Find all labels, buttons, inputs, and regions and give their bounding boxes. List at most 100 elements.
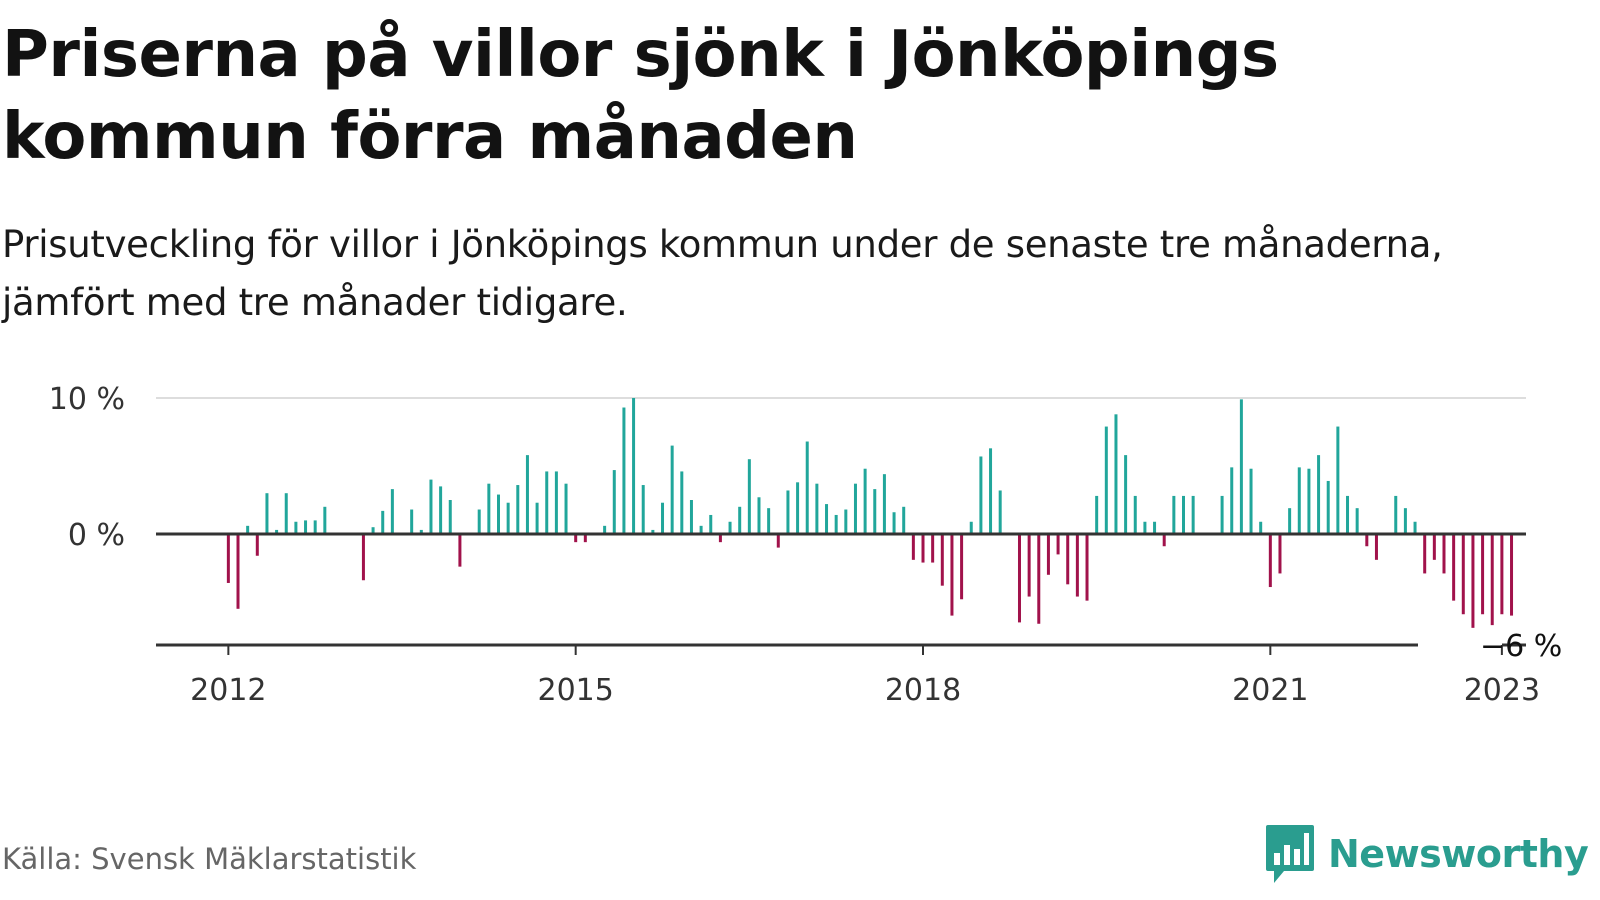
- y-tick-label: 0 %: [68, 518, 125, 553]
- bar: [1355, 508, 1359, 534]
- bar: [969, 521, 973, 534]
- bar: [1278, 534, 1282, 574]
- bar: [1220, 495, 1224, 534]
- bar: [670, 445, 674, 534]
- bar: [931, 534, 935, 563]
- bar: [1027, 534, 1031, 597]
- bar: [882, 474, 886, 534]
- bar: [680, 471, 684, 534]
- bar: [776, 534, 780, 548]
- x-tick-label: 2015: [538, 673, 614, 708]
- bar: [1297, 467, 1301, 534]
- bar: [1307, 468, 1311, 534]
- bar: [1500, 534, 1504, 615]
- bar: [1075, 534, 1079, 597]
- bar: [825, 504, 829, 534]
- bar: [1133, 495, 1137, 534]
- bar: [612, 470, 616, 534]
- bar: [1037, 534, 1041, 624]
- bar: [1153, 521, 1157, 534]
- bar: [1374, 534, 1378, 560]
- bar: [786, 490, 790, 534]
- bar: [921, 534, 925, 563]
- bar: [564, 483, 568, 534]
- brand-name: Newsworthy: [1328, 832, 1589, 876]
- bar: [1394, 495, 1398, 534]
- bar: [1085, 534, 1089, 601]
- bar: [747, 459, 751, 534]
- bar: [265, 493, 269, 534]
- bar: [853, 483, 857, 534]
- x-tick-label: 2023: [1464, 673, 1540, 708]
- bar: [458, 534, 462, 567]
- bar: [1239, 399, 1243, 534]
- bar-layer: [226, 398, 1514, 628]
- bar: [226, 534, 230, 583]
- bar: [767, 508, 771, 534]
- bar: [1162, 534, 1166, 547]
- bar: [1471, 534, 1475, 628]
- bar: [1259, 521, 1263, 534]
- bar: [1317, 455, 1321, 534]
- bar: [275, 529, 279, 534]
- bar: [497, 494, 500, 534]
- bar: [545, 471, 549, 534]
- bar: [477, 509, 481, 534]
- bar: [728, 521, 732, 534]
- bar: [651, 529, 655, 534]
- bar: [815, 483, 819, 534]
- chart-title: Priserna på villor sjönk i Jönköpings ko…: [2, 18, 1279, 174]
- bar: [1095, 495, 1099, 534]
- x-tick-label: 2018: [885, 673, 961, 708]
- bar: [1481, 534, 1485, 615]
- bar: [699, 525, 703, 534]
- bar: [950, 534, 954, 616]
- bar: [381, 510, 385, 534]
- bar: [1249, 468, 1253, 534]
- bar: [1268, 534, 1272, 588]
- brand-logo[interactable]: Newsworthy: [1264, 822, 1589, 886]
- bar: [1423, 534, 1427, 574]
- bar: [1230, 467, 1234, 534]
- bar: [844, 509, 848, 534]
- bar: [1442, 534, 1446, 574]
- x-tick-label: 2021: [1232, 673, 1308, 708]
- bar-chart: 10 % 0 % 2012 2015 2018 2021 2023 −6 %: [49, 382, 1563, 708]
- bar: [1510, 534, 1514, 616]
- bar: [419, 529, 423, 534]
- bar: [448, 500, 452, 534]
- bar: [323, 506, 327, 534]
- bar: [1326, 480, 1330, 534]
- bar: [525, 455, 529, 534]
- bar: [998, 490, 1002, 534]
- bar: [1104, 426, 1108, 534]
- bar: [1346, 495, 1350, 534]
- axis-layer: 10 % 0 % 2012 2015 2018 2021 2023 −6 %: [49, 382, 1563, 708]
- bar: [622, 407, 626, 534]
- bar: [1056, 534, 1060, 555]
- bar: [1143, 521, 1147, 534]
- bar: [911, 534, 915, 560]
- bar: [863, 468, 867, 534]
- bar: [1490, 534, 1494, 626]
- bar: [1172, 495, 1176, 534]
- bar: [1017, 534, 1021, 623]
- bar: [487, 483, 491, 534]
- bar: [873, 489, 877, 534]
- newsworthy-bar-chart-icon: [1266, 825, 1314, 883]
- bar: [361, 534, 365, 581]
- bar: [516, 485, 520, 534]
- bar: [960, 534, 964, 600]
- bar: [574, 534, 578, 543]
- bar: [535, 502, 539, 534]
- bar: [661, 502, 665, 534]
- bar: [1182, 495, 1185, 534]
- bar: [603, 525, 607, 534]
- bar: [410, 509, 414, 534]
- bar: [805, 441, 809, 534]
- bar: [641, 485, 645, 534]
- bar: [1114, 414, 1118, 534]
- bar: [1336, 426, 1340, 534]
- y-tick-label: 10 %: [49, 382, 125, 417]
- bar: [940, 534, 944, 586]
